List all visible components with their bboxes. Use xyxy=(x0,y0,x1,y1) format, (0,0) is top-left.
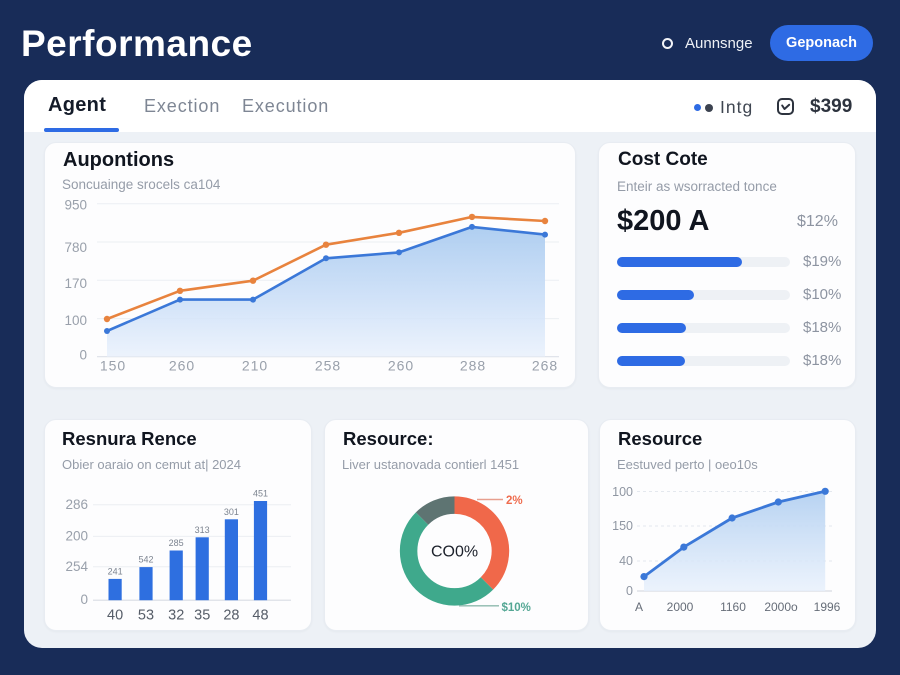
svg-text:313: 313 xyxy=(195,525,210,535)
svg-text:35: 35 xyxy=(194,608,210,624)
svg-text:258: 258 xyxy=(315,358,341,374)
svg-text:CO0%: CO0% xyxy=(431,544,478,561)
svg-text:0: 0 xyxy=(79,348,87,363)
svg-text:210: 210 xyxy=(242,358,268,374)
svg-text:150: 150 xyxy=(612,519,633,533)
svg-text:780: 780 xyxy=(64,240,87,255)
svg-text:53: 53 xyxy=(138,608,154,624)
svg-text:0: 0 xyxy=(80,592,88,607)
svg-text:950: 950 xyxy=(64,198,87,213)
svg-text:2000o: 2000o xyxy=(764,600,798,614)
svg-text:200: 200 xyxy=(65,529,88,544)
svg-text:1996: 1996 xyxy=(814,600,841,614)
svg-text:260: 260 xyxy=(169,358,195,374)
svg-text:100: 100 xyxy=(612,485,633,499)
svg-text:150: 150 xyxy=(100,358,126,374)
svg-text:100: 100 xyxy=(64,313,87,328)
svg-text:40: 40 xyxy=(619,554,633,568)
svg-text:241: 241 xyxy=(108,566,123,576)
svg-text:286: 286 xyxy=(65,497,88,512)
svg-text:301: 301 xyxy=(224,507,239,517)
svg-text:542: 542 xyxy=(138,555,153,565)
svg-text:0: 0 xyxy=(626,584,633,598)
svg-text:254: 254 xyxy=(65,559,88,574)
svg-text:170: 170 xyxy=(64,276,87,291)
svg-text:268: 268 xyxy=(532,358,558,374)
svg-text:2%: 2% xyxy=(506,495,523,507)
svg-text:285: 285 xyxy=(169,538,184,548)
svg-text:260: 260 xyxy=(388,358,414,374)
svg-text:2000: 2000 xyxy=(667,600,694,614)
svg-text:32: 32 xyxy=(168,608,184,624)
svg-text:288: 288 xyxy=(460,358,486,374)
svg-text:28: 28 xyxy=(223,608,239,624)
svg-text:48: 48 xyxy=(252,608,268,624)
svg-text:451: 451 xyxy=(253,489,268,499)
svg-text:1160: 1160 xyxy=(720,600,746,614)
svg-text:$10%: $10% xyxy=(502,602,531,614)
svg-text:A: A xyxy=(635,600,643,614)
svg-text:40: 40 xyxy=(107,608,123,624)
